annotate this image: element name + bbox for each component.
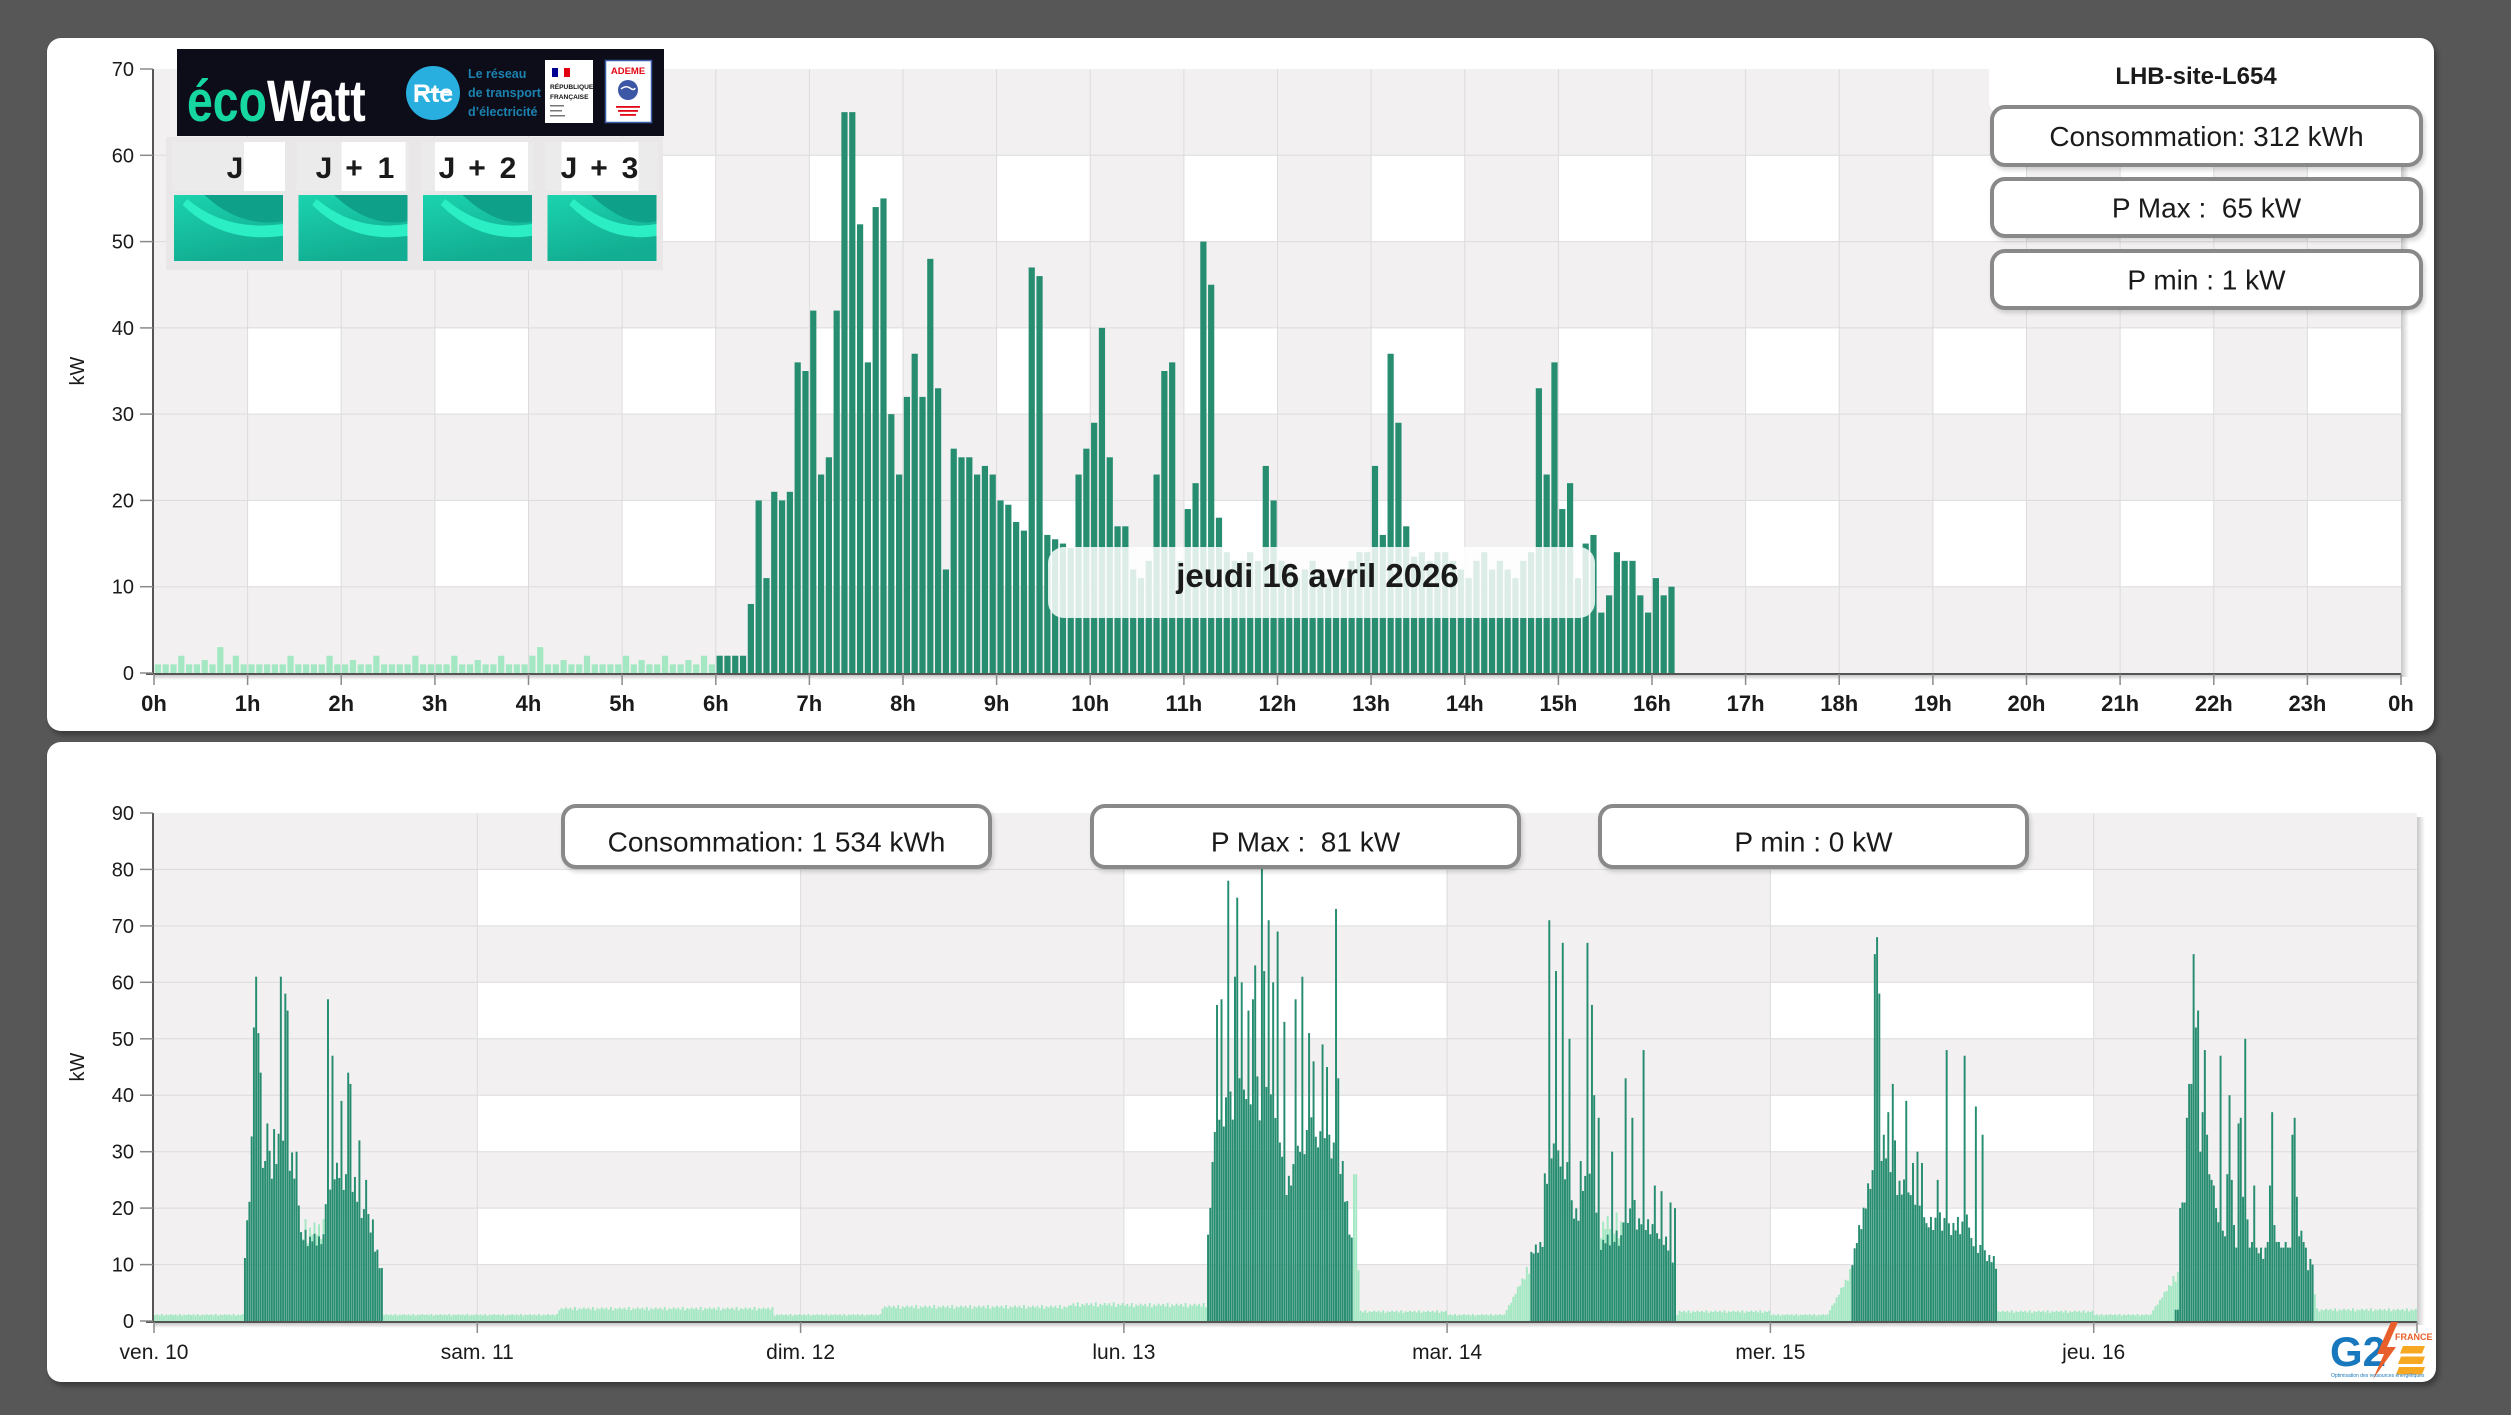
svg-text:6h: 6h <box>703 691 729 716</box>
svg-text:18h: 18h <box>1820 691 1858 716</box>
svg-text:2: 2 <box>500 152 517 185</box>
svg-text:sam. 11: sam. 11 <box>441 1341 514 1364</box>
svg-text:FRANÇAISE: FRANÇAISE <box>550 94 589 101</box>
svg-text:écoWatt: écoWatt <box>187 69 366 134</box>
svg-text:0: 0 <box>123 1311 134 1333</box>
svg-text:jeu. 16: jeu. 16 <box>2061 1341 2125 1364</box>
svg-text:1: 1 <box>378 152 395 185</box>
svg-text:J: J <box>316 152 333 185</box>
svg-text:Consommation: 1 534 kWh: Consommation: 1 534 kWh <box>608 827 946 858</box>
svg-text:P min : 1 kW: P min : 1 kW <box>2127 265 2286 296</box>
svg-text:8h: 8h <box>890 691 916 716</box>
svg-text:70: 70 <box>112 59 134 81</box>
svg-text:20h: 20h <box>2008 691 2046 716</box>
svg-text:13h: 13h <box>1352 691 1390 716</box>
svg-text:50: 50 <box>112 1029 134 1051</box>
svg-text:J: J <box>227 152 244 185</box>
svg-text:0h: 0h <box>141 691 167 716</box>
svg-text:+: + <box>345 152 363 185</box>
svg-text:G2: G2 <box>2330 1328 2386 1375</box>
svg-text:90: 90 <box>112 803 134 825</box>
svg-text:16h: 16h <box>1633 691 1671 716</box>
svg-text:P min : 0 kW: P min : 0 kW <box>1734 827 1893 858</box>
svg-text:30: 30 <box>112 1142 134 1164</box>
svg-text:ADEME: ADEME <box>611 66 645 77</box>
svg-text:9h: 9h <box>984 691 1010 716</box>
svg-text:de transport: de transport <box>468 86 542 100</box>
svg-text:d’électricité: d’électricité <box>468 105 538 119</box>
svg-text:21h: 21h <box>2101 691 2139 716</box>
svg-text:+: + <box>468 152 486 185</box>
svg-text:70: 70 <box>112 916 134 938</box>
svg-text:23h: 23h <box>2288 691 2326 716</box>
svg-text:50: 50 <box>112 232 134 254</box>
svg-text:30: 30 <box>112 404 134 426</box>
svg-text:60: 60 <box>112 972 134 994</box>
svg-text:17h: 17h <box>1727 691 1765 716</box>
svg-text:40: 40 <box>112 318 134 340</box>
svg-text:4h: 4h <box>516 691 542 716</box>
svg-text:0: 0 <box>123 663 134 685</box>
svg-text:lun. 13: lun. 13 <box>1092 1341 1155 1364</box>
svg-text:40: 40 <box>112 1085 134 1107</box>
svg-text:22h: 22h <box>2195 691 2233 716</box>
svg-text:jeudi 16 avril 2026: jeudi 16 avril 2026 <box>1175 557 1459 594</box>
svg-text:+: + <box>590 152 608 185</box>
svg-text:P Max : 65 kW: P Max : 65 kW <box>2112 193 2302 224</box>
svg-text:11h: 11h <box>1166 691 1203 716</box>
svg-text:Consommation: 312 kWh: Consommation: 312 kWh <box>2049 121 2363 152</box>
svg-text:7h: 7h <box>797 691 823 716</box>
svg-text:ven. 10: ven. 10 <box>120 1341 189 1364</box>
svg-text:19h: 19h <box>1914 691 1952 716</box>
svg-text:1h: 1h <box>235 691 261 716</box>
svg-text:Rte: Rte <box>413 80 453 108</box>
svg-text:10: 10 <box>112 1255 134 1277</box>
svg-text:P Max : 81 kW: P Max : 81 kW <box>1211 827 1401 858</box>
svg-text:J: J <box>439 152 456 185</box>
svg-text:12h: 12h <box>1259 691 1297 716</box>
svg-text:3h: 3h <box>422 691 448 716</box>
svg-text:FRANCE: FRANCE <box>2395 1332 2433 1342</box>
svg-text:LHB-site-L654: LHB-site-L654 <box>2115 63 2277 90</box>
svg-text:0h: 0h <box>2388 691 2414 716</box>
svg-text:mar. 14: mar. 14 <box>1412 1341 1482 1364</box>
svg-text:Optimisation des ressources én: Optimisation des ressources énergétiques <box>2331 1373 2425 1379</box>
svg-text:20: 20 <box>112 1198 134 1220</box>
svg-text:15h: 15h <box>1539 691 1577 716</box>
svg-text:20: 20 <box>112 490 134 512</box>
svg-text:3: 3 <box>622 152 639 185</box>
svg-text:mer. 15: mer. 15 <box>1735 1341 1805 1364</box>
svg-text:5h: 5h <box>609 691 635 716</box>
svg-text:10h: 10h <box>1071 691 1109 716</box>
svg-text:80: 80 <box>112 859 134 881</box>
svg-text:J: J <box>561 152 578 185</box>
svg-text:kW: kW <box>67 1052 89 1081</box>
svg-text:14h: 14h <box>1446 691 1484 716</box>
svg-text:dim. 12: dim. 12 <box>766 1341 835 1364</box>
svg-text:Le réseau: Le réseau <box>468 67 526 81</box>
svg-text:60: 60 <box>112 145 134 167</box>
svg-text:10: 10 <box>112 577 134 599</box>
svg-text:RÉPUBLIQUE: RÉPUBLIQUE <box>550 82 594 91</box>
svg-text:kW: kW <box>67 356 89 385</box>
svg-text:2h: 2h <box>328 691 354 716</box>
